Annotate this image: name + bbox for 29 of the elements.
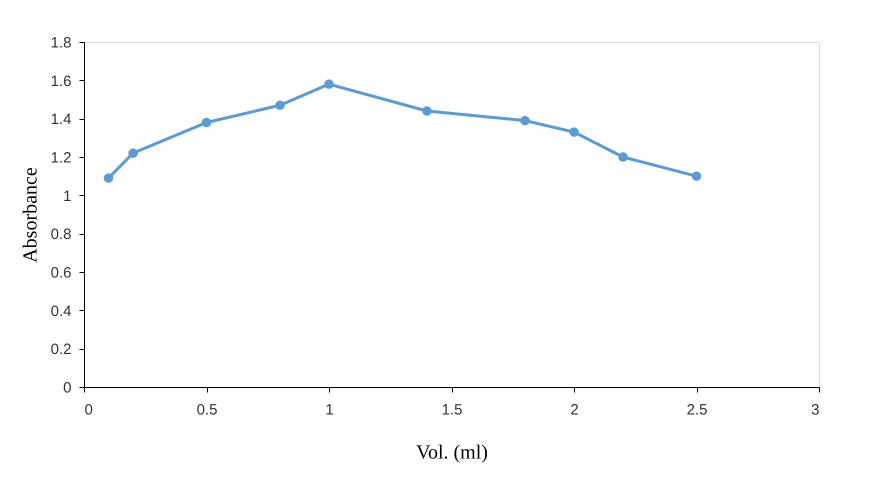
x-tick-label: 2.5: [686, 402, 708, 418]
x-tick-label: 1: [325, 402, 334, 418]
y-tick-label: 1.6: [50, 72, 72, 90]
y-tick-label: 1: [63, 188, 72, 205]
y-tick-label: 1.4: [50, 111, 72, 128]
point: [569, 127, 579, 137]
y-tick-label: 0.8: [50, 226, 72, 244]
point: [422, 106, 432, 116]
y-tick-label: 0.6: [50, 264, 72, 282]
point: [692, 171, 702, 181]
x-tick-label: 0: [84, 402, 93, 418]
point: [520, 116, 530, 126]
y-tick-label: 0.4: [50, 302, 72, 320]
y-tick-label: 0: [63, 380, 72, 396]
y-axis-title: Absorbance: [20, 167, 42, 263]
point: [128, 148, 138, 158]
x-axis-title: Vol. (ml): [416, 442, 488, 464]
x-tick-label: 2: [570, 402, 579, 418]
point: [202, 118, 212, 128]
y-tick-label: 0.2: [50, 341, 72, 358]
point: [275, 100, 285, 110]
x-tick-label: 3: [811, 402, 820, 418]
x-tick-label: 0.5: [196, 402, 218, 418]
y-tick-label: 1.2: [50, 150, 72, 166]
x-tick-label: 1.5: [442, 402, 462, 418]
y-tick-label: 1.8: [50, 34, 72, 52]
point: [324, 79, 334, 89]
point: [618, 152, 628, 162]
point: [104, 173, 114, 183]
